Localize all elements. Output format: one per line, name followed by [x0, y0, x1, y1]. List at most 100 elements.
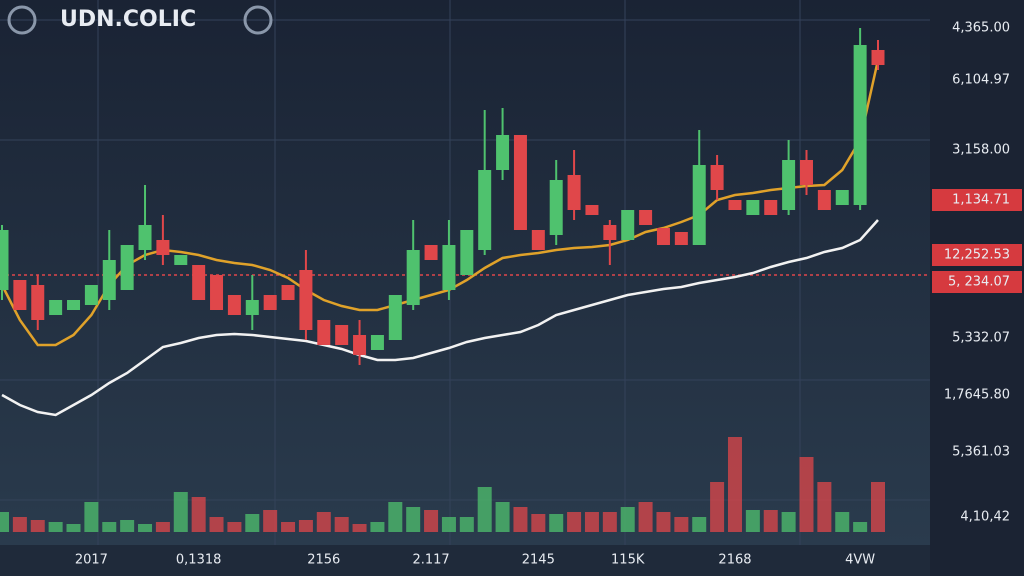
x-tick-label: 4VW	[845, 553, 875, 568]
candle-body	[460, 230, 474, 275]
candle-body	[156, 240, 170, 255]
x-tick-label: 2017	[75, 553, 108, 568]
candle-body	[692, 165, 706, 245]
x-tick-label: 2156	[307, 553, 340, 568]
time-axis-panel	[0, 545, 930, 576]
volume-bar	[120, 520, 135, 532]
price-label: 1,134.71	[952, 193, 1010, 208]
volume-bar	[692, 517, 707, 532]
volume-bar	[710, 482, 725, 532]
candle-body	[263, 295, 277, 310]
candle-body	[227, 295, 241, 315]
volume-bar	[727, 437, 742, 532]
price-label: 3,158.00	[952, 143, 1010, 158]
price-label-box	[932, 189, 1022, 211]
volume-bar	[620, 507, 635, 532]
x-tick-label: 2.117	[412, 553, 449, 568]
volume-bar	[817, 482, 832, 532]
volume-bar	[227, 522, 242, 532]
x-tick-label: 115K	[611, 553, 645, 568]
volume-bar	[281, 522, 296, 532]
candle-body	[531, 230, 545, 250]
volume-bar	[674, 517, 689, 532]
price-label: 4,365.00	[952, 21, 1010, 36]
volume-bar	[298, 520, 313, 532]
candle-body	[478, 170, 492, 250]
volume-bar	[155, 522, 170, 532]
candle-body	[835, 190, 849, 205]
candle-body	[513, 135, 527, 230]
candle-body	[799, 160, 813, 185]
chart-title: UDN.COLIC	[60, 7, 196, 32]
candle-body	[353, 335, 367, 355]
volume-bar	[66, 524, 81, 532]
price-label-box	[932, 271, 1022, 293]
candle-body	[656, 228, 670, 245]
volume-bar	[853, 522, 868, 532]
candle-body	[31, 285, 45, 320]
volume-bar	[745, 510, 760, 532]
candle-body	[335, 325, 349, 345]
price-label: 1,7645.80	[944, 388, 1010, 403]
x-tick-label: 0,1318	[176, 553, 222, 568]
volume-bar	[12, 517, 27, 532]
candle-body	[764, 200, 778, 215]
volume-bar	[799, 457, 814, 532]
candle-body	[84, 285, 98, 305]
candle-body	[621, 210, 635, 240]
volume-bar	[549, 514, 564, 532]
price-label: 6,104.97	[952, 73, 1010, 88]
candle-body	[585, 205, 599, 215]
volume-bar	[602, 512, 617, 532]
candle-body	[728, 200, 742, 210]
volume-bar	[871, 482, 885, 532]
volume-bar	[173, 492, 188, 532]
volume-bar	[638, 502, 653, 532]
volume-bar	[316, 512, 331, 532]
candle-body	[317, 320, 331, 345]
candle-body	[192, 265, 206, 300]
candle-body	[674, 232, 688, 245]
candle-body	[782, 160, 796, 210]
volume-bar	[567, 512, 582, 532]
candle-body	[120, 245, 134, 290]
candle-body	[496, 135, 510, 170]
volume-bar	[495, 502, 510, 532]
candle-body	[746, 200, 760, 215]
volume-bar	[477, 487, 492, 532]
candle-body	[299, 270, 313, 330]
candle-body	[442, 245, 456, 290]
volume-bar	[781, 512, 796, 532]
candle-body	[210, 275, 224, 310]
volume-bar	[102, 522, 117, 532]
candle-body	[102, 260, 116, 300]
price-label: 5,332.07	[952, 331, 1010, 346]
logo-icon	[243, 5, 273, 35]
candle-body	[388, 295, 402, 340]
volume-bar	[584, 512, 599, 532]
candle-body	[281, 285, 295, 300]
grid	[0, 0, 930, 545]
volume-bar	[656, 512, 671, 532]
volume-bar	[441, 517, 456, 532]
volume-bar	[48, 522, 63, 532]
logo-icon	[7, 5, 37, 35]
candle-body	[639, 210, 653, 225]
volume-bar	[370, 522, 385, 532]
candle-body	[174, 255, 188, 265]
moving-average-line	[0, 59, 880, 347]
volume-bar	[209, 517, 224, 532]
x-tick-label: 2145	[522, 553, 555, 568]
volume-bar	[424, 510, 439, 532]
volume-bar	[138, 524, 153, 532]
volume-bar	[30, 520, 45, 532]
x-tick-label: 2168	[718, 553, 751, 568]
candle-body	[67, 300, 81, 310]
candle-body	[138, 225, 152, 250]
volume-bar	[763, 510, 778, 532]
volume-bar	[459, 517, 474, 532]
candle-body	[0, 230, 9, 290]
volume-bar	[531, 514, 546, 532]
